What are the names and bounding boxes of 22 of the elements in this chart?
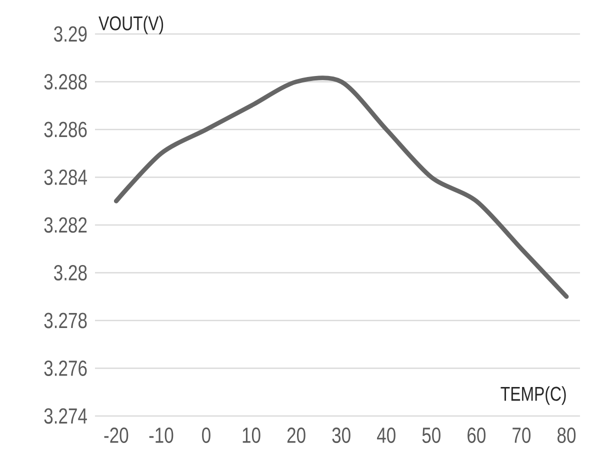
y-axis-title: VOUT(V) <box>98 16 164 34</box>
x-tick-label: 20 <box>287 427 306 444</box>
y-tick-label: 3.286 <box>44 122 87 138</box>
x-tick-label: 50 <box>422 427 440 444</box>
y-tick-label: 3.276 <box>44 360 87 376</box>
y-tick-label: 3.284 <box>44 169 87 185</box>
x-tick-label: 0 <box>202 427 210 444</box>
y-tick-label: 3.28 <box>54 264 87 280</box>
x-axis-title: TEMP(C) <box>500 386 566 405</box>
y-tick-label: 3.274 <box>44 408 87 424</box>
x-tick-label: 40 <box>377 427 396 444</box>
x-tick-label: 60 <box>468 427 486 444</box>
x-tick-label: 10 <box>242 427 260 444</box>
x-tick-label: 70 <box>512 427 531 444</box>
x-tick-label: 30 <box>332 427 350 444</box>
y-tick-label: 3.282 <box>44 217 87 233</box>
y-tick-label: 3.278 <box>44 312 87 328</box>
y-tick-label: 3.29 <box>54 26 87 42</box>
x-tick-label: -10 <box>149 427 174 444</box>
x-tick-label: -20 <box>104 427 128 444</box>
y-tick-label: 3.288 <box>44 74 87 90</box>
x-tick-label: 80 <box>558 427 576 444</box>
